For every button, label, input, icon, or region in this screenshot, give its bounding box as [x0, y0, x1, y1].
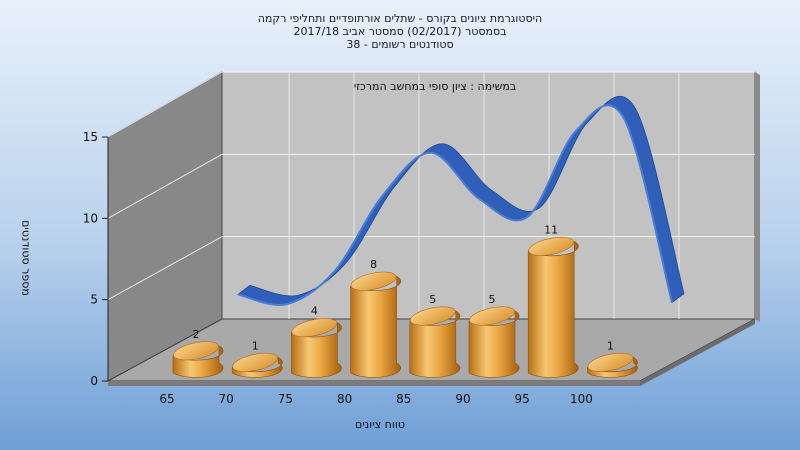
bar: 4 [291, 305, 342, 378]
grid-line-side [107, 71, 223, 138]
trend-line [237, 104, 673, 306]
y-tick-label: 15 [83, 130, 98, 144]
bar: 2 [172, 328, 224, 378]
bar-body [587, 356, 638, 378]
data-label: 5 [489, 293, 496, 306]
back-wall-edge [755, 72, 760, 322]
bar: 1 [231, 339, 283, 378]
bar: 5 [409, 293, 461, 378]
floor-edge-front [108, 381, 640, 386]
bar-cap [291, 318, 338, 338]
data-label: 5 [429, 293, 436, 306]
x-tick-label: 90 [455, 392, 470, 406]
grid-line-side [107, 153, 223, 219]
data-label: 1 [607, 339, 614, 352]
bar-body [468, 310, 520, 378]
bar-body [172, 345, 224, 378]
chart-title-line-3: סטודנטים רשומים - 38 [346, 38, 454, 51]
y-tick-label: 10 [83, 211, 98, 225]
floor-edge-side [640, 319, 755, 386]
bar-cap [232, 352, 279, 372]
grid-line-side [107, 236, 223, 301]
x-tick-label: 75 [278, 392, 293, 406]
y-tick-label: 0 [90, 374, 98, 388]
data-label: 4 [311, 305, 318, 318]
bar-cap [173, 341, 219, 361]
y-tick-label: 5 [90, 293, 98, 307]
bar: 5 [468, 293, 520, 378]
bar-cap [409, 306, 456, 326]
data-label: 1 [252, 339, 259, 352]
bar-body [350, 275, 401, 378]
bar-cap [350, 271, 397, 291]
y-axis-label: מספר סטודנטים [19, 220, 33, 296]
x-tick-label: 70 [219, 392, 234, 406]
bar-body [231, 356, 283, 378]
x-tick-label: 65 [159, 392, 174, 406]
bar-body [409, 310, 461, 378]
bar-cap [587, 352, 634, 372]
x-axis-label: טווח ציונים [355, 418, 405, 431]
x-tick-label: 80 [337, 392, 352, 406]
chart-title-line-1: היסטוגרמת ציונים בקורס - שתלים אורתופדיי… [257, 12, 543, 25]
bar: 11 [527, 223, 579, 378]
chart-subtitle: במשימה : ציון סופי במחשב המרכזי [353, 80, 517, 93]
data-label: 8 [370, 258, 377, 271]
x-tick-label: 100 [570, 392, 593, 406]
bar-cap [469, 306, 515, 326]
bar: 8 [350, 258, 401, 378]
bar-body [527, 240, 579, 378]
data-label: 11 [544, 223, 558, 236]
data-label: 2 [193, 328, 200, 341]
chart-title-line-2: בסמסטר (02/2017) סמסטר אביב 2017/18 [293, 25, 507, 38]
x-tick-label: 85 [396, 392, 411, 406]
x-tick-label: 95 [515, 392, 530, 406]
bar-cap [528, 236, 575, 256]
bar: 1 [587, 339, 638, 378]
